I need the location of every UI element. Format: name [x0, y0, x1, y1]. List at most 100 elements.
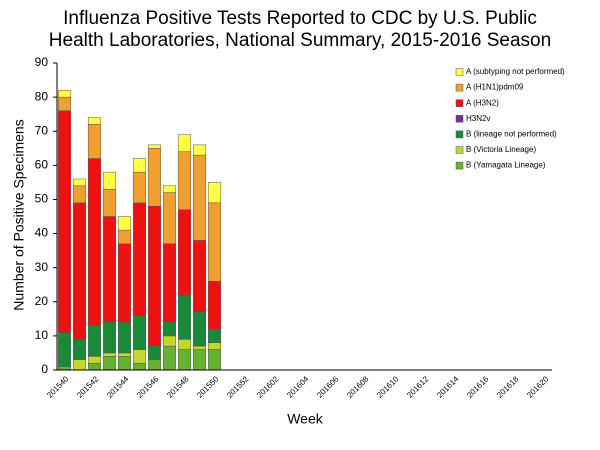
bar-segment — [57, 96, 72, 112]
bar-segment — [147, 359, 162, 371]
legend-label: B (lineage not performed) — [466, 130, 557, 139]
legend-swatch — [455, 99, 464, 107]
bar-segment — [87, 325, 102, 357]
bar-segment — [147, 148, 162, 207]
bar-segment — [102, 321, 117, 354]
x-tick-label: 201550 — [195, 374, 221, 400]
bar-segment — [207, 342, 222, 350]
bar-segment — [117, 229, 132, 245]
y-tick-label: 90 — [35, 55, 49, 69]
bar-segment — [207, 328, 222, 343]
bar-segment — [117, 356, 132, 371]
bar-segment — [207, 182, 222, 204]
bar-segment — [162, 192, 177, 245]
bar-segment — [177, 339, 192, 350]
bar-segment — [87, 356, 102, 364]
y-tick-label: 40 — [35, 226, 49, 240]
bar-segment — [162, 321, 177, 337]
bar-segment — [177, 209, 192, 296]
bar-segment — [102, 171, 117, 190]
bar-segment — [117, 243, 132, 323]
x-tick-label: 201546 — [135, 374, 161, 400]
legend-swatch — [455, 83, 464, 92]
bar-segment — [177, 294, 192, 340]
x-tick-label: 201544 — [105, 374, 131, 400]
bar-segment — [72, 202, 87, 340]
legend-swatch — [455, 130, 464, 139]
bar-segment — [132, 315, 147, 350]
bar-segment — [192, 154, 207, 241]
bar-segment — [102, 188, 117, 217]
y-tick-label: 80 — [35, 89, 49, 103]
bar-segment — [57, 332, 72, 367]
bar-segment — [132, 171, 147, 204]
bar-segment — [192, 311, 207, 347]
bar-segment — [132, 362, 147, 371]
bar-segment — [87, 362, 102, 371]
x-tick-label: 201612 — [405, 374, 431, 400]
bar-segment — [117, 216, 132, 231]
bar-segment — [162, 243, 177, 323]
y-tick-label: 70 — [35, 123, 49, 137]
bar-segment — [87, 124, 102, 159]
bar-segment — [102, 352, 117, 357]
x-tick-label: 201540 — [45, 374, 71, 400]
bar-segment — [117, 321, 132, 354]
bar-segment — [192, 345, 207, 350]
legend-label: B (Yamagata Lineage) — [466, 161, 546, 170]
x-tick-label: 201614 — [435, 374, 461, 400]
x-tick-label: 201602 — [255, 374, 281, 400]
x-tick-label: 201616 — [465, 374, 491, 400]
bar-segment — [192, 349, 207, 371]
x-tick-label: 201608 — [345, 374, 371, 400]
bar-segment — [177, 151, 192, 210]
x-tick-label: 201610 — [375, 374, 401, 400]
bar-segment — [87, 117, 102, 125]
bar-segment — [132, 349, 147, 364]
y-tick-label: 10 — [35, 328, 49, 342]
bar-segment — [162, 345, 177, 371]
bar-segment — [72, 359, 87, 371]
bar-segment — [117, 352, 132, 357]
legend-swatch — [455, 146, 464, 154]
x-tick-label: 201606 — [315, 374, 341, 400]
legend-label: A (subtyping not performed) — [466, 67, 565, 76]
bar-segment — [72, 339, 87, 361]
y-tick-label: 20 — [35, 294, 49, 308]
legend-label: A (H1N1)pdm09 — [466, 83, 524, 92]
legend-swatch — [455, 161, 464, 170]
y-tick-label: 30 — [35, 260, 49, 274]
bar-segment — [207, 202, 222, 282]
bar-segment — [147, 206, 162, 347]
bar-segment — [72, 178, 87, 187]
x-tick-label: 201620 — [525, 374, 551, 400]
bar-segment — [162, 335, 177, 347]
bar-segment — [132, 202, 147, 316]
bar-segment — [57, 90, 72, 98]
bar-segment — [147, 144, 162, 149]
legend-label: H3N2v — [466, 114, 490, 123]
x-tick-label: 201542 — [75, 374, 101, 400]
bar-segment — [102, 356, 117, 371]
bar-segment — [132, 158, 147, 173]
x-tick-label: 201604 — [285, 374, 311, 400]
bar-segment — [177, 134, 192, 152]
legend-swatch — [455, 115, 464, 123]
x-tick-label: 201618 — [495, 374, 521, 400]
y-tick-label: 60 — [35, 158, 49, 172]
legend-label: A (H3N2) — [466, 98, 499, 107]
bar-segment — [72, 185, 87, 204]
legend-swatch — [455, 68, 464, 76]
x-tick-label: 201548 — [165, 374, 191, 400]
bar-segment — [57, 366, 72, 371]
y-tick-label: 50 — [35, 192, 49, 206]
y-tick-label: 0 — [41, 362, 48, 376]
bar-segment — [177, 349, 192, 371]
x-tick-label: 201552 — [225, 374, 251, 400]
bar-segment — [57, 110, 72, 333]
bar-segment — [207, 281, 222, 330]
bar-segment — [87, 158, 102, 326]
bar-segment — [207, 349, 222, 371]
